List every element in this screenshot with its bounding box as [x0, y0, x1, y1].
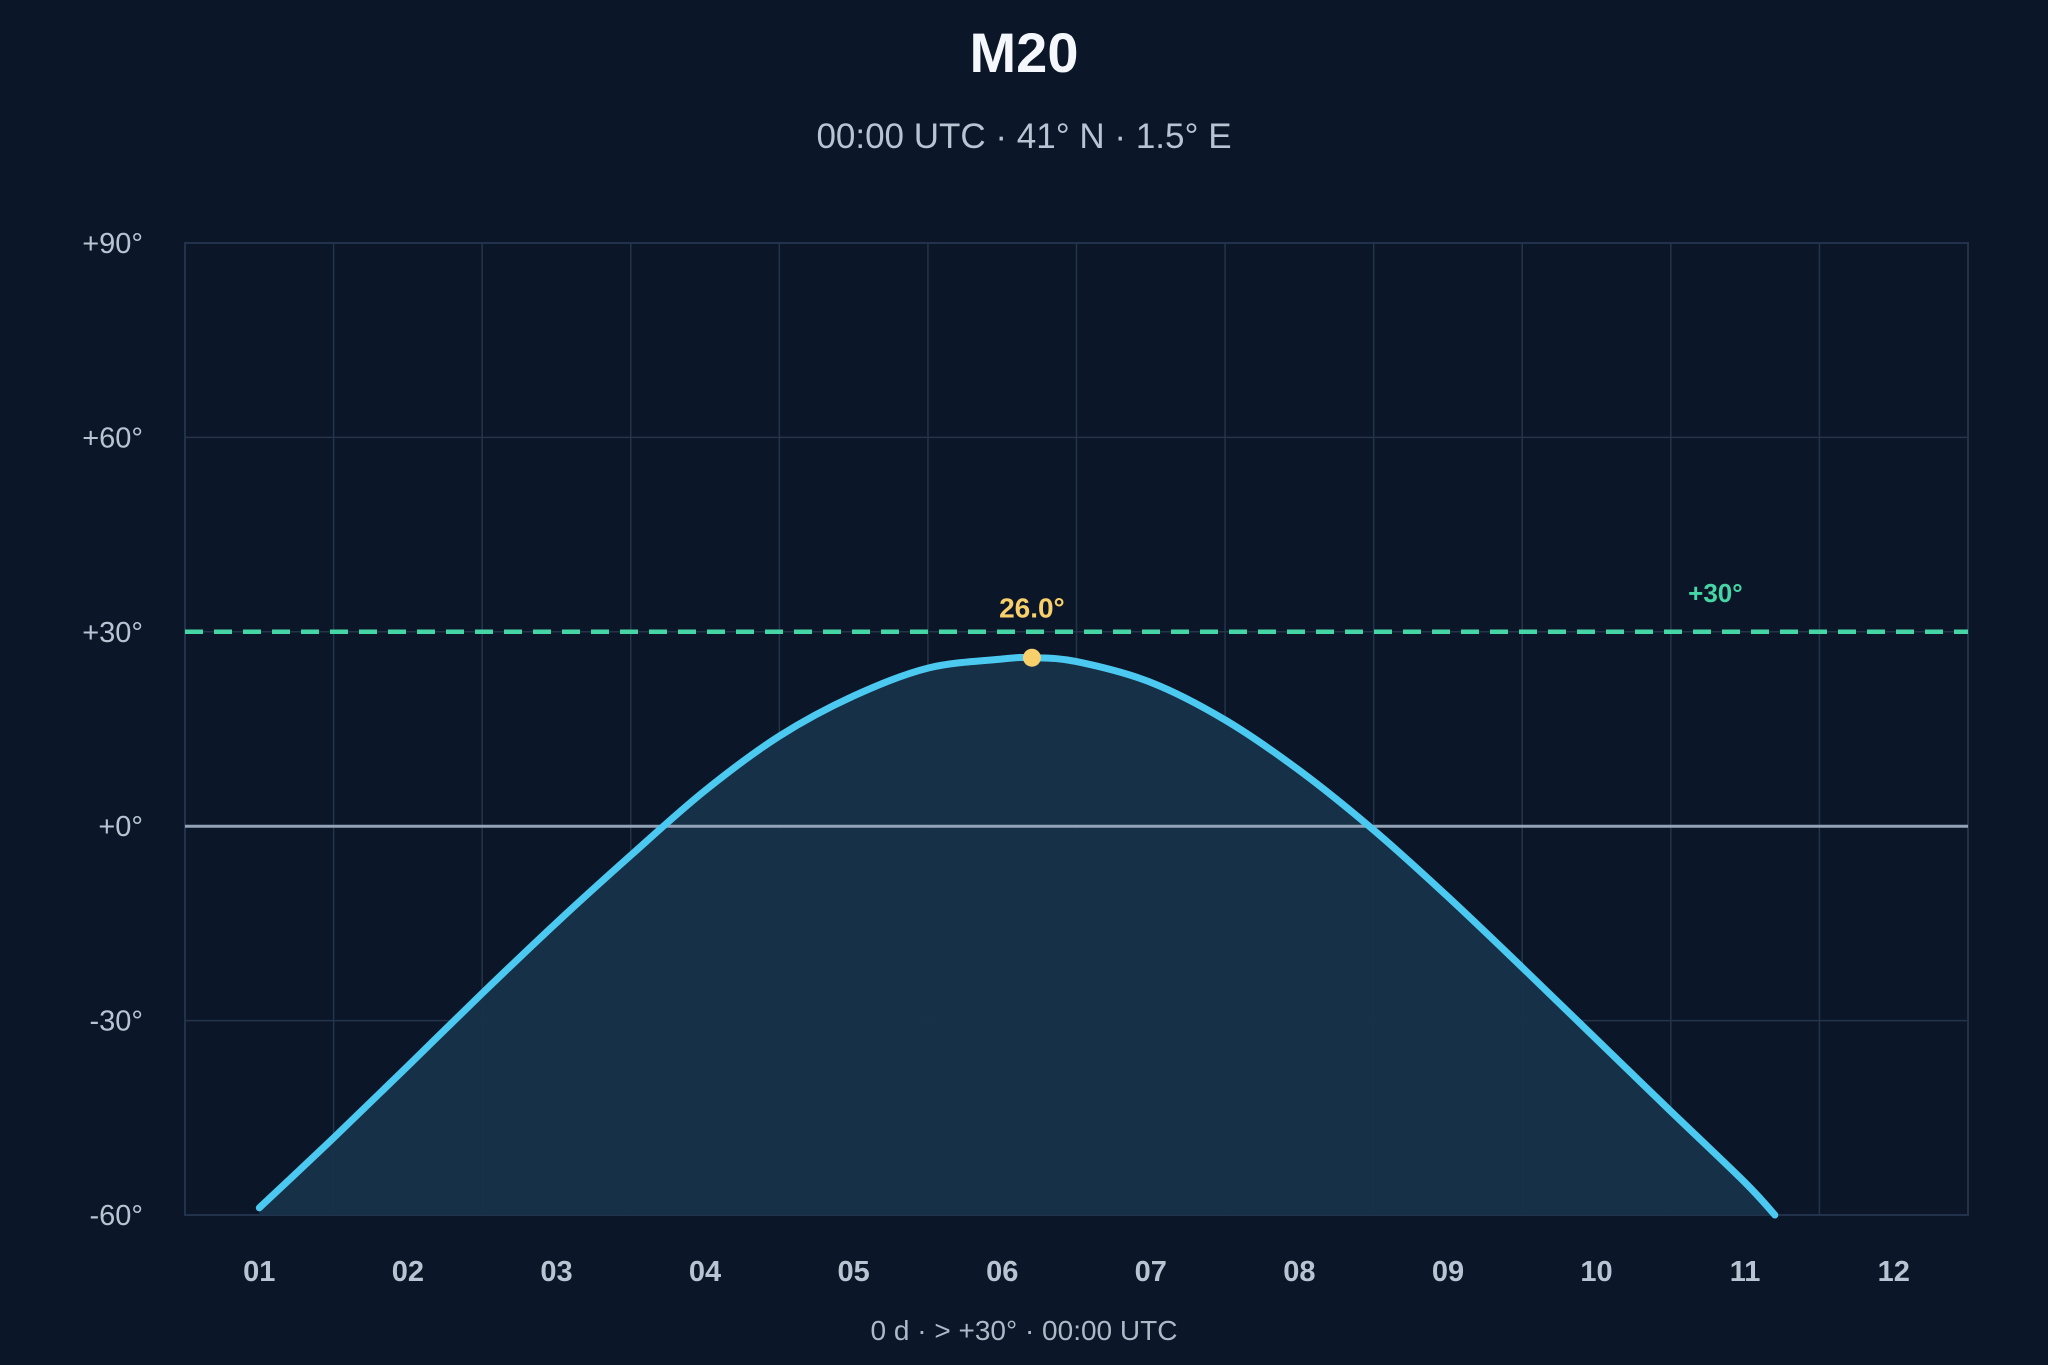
data-point	[258, 1206, 261, 1209]
data-point	[1298, 769, 1301, 772]
x-tick-label: 01	[243, 1256, 275, 1288]
peak-label: 26.0°	[999, 593, 1065, 624]
data-point	[1744, 1181, 1747, 1184]
x-axis-ticks: 01 02 03 04 05 06 07 08 09 10 11 12	[243, 1256, 1910, 1288]
x-tick-label: 10	[1580, 1256, 1612, 1288]
data-point	[1669, 1110, 1672, 1113]
data-point	[629, 854, 632, 857]
x-tick-label: 02	[392, 1256, 424, 1288]
y-tick-label: +0°	[98, 811, 143, 843]
data-point	[1595, 1038, 1598, 1041]
data-point	[406, 1064, 409, 1067]
y-tick-label: +90°	[82, 228, 143, 260]
data-point	[555, 921, 558, 924]
x-tick-label: 12	[1878, 1256, 1910, 1288]
data-point	[1075, 660, 1078, 663]
data-point	[1372, 829, 1375, 832]
y-tick-label: +60°	[82, 422, 143, 454]
altitude-area-fill	[259, 657, 1775, 1215]
chart-title: M20	[970, 21, 1079, 84]
chart-subtitle: 00:00 UTC · 41° N · 1.5° E	[816, 117, 1231, 156]
data-point	[1224, 718, 1227, 721]
data-point	[332, 1136, 335, 1139]
chart-footer: 0 d · > +30° · 00:00 UTC	[871, 1315, 1178, 1346]
data-point	[1521, 966, 1524, 969]
threshold-label: +30°	[1688, 578, 1743, 608]
data-point	[1446, 895, 1449, 898]
data-point	[1773, 1214, 1776, 1217]
data-point	[481, 992, 484, 995]
y-tick-label: -30°	[89, 1006, 143, 1038]
y-tick-label: +30°	[82, 617, 143, 649]
data-point	[1149, 681, 1152, 684]
data-point	[852, 694, 855, 697]
x-tick-label: 06	[986, 1256, 1018, 1288]
data-point	[926, 667, 929, 670]
x-tick-label: 11	[1730, 1256, 1761, 1288]
peak-marker	[1022, 648, 1041, 667]
data-point	[778, 735, 781, 738]
x-tick-label: 07	[1135, 1256, 1167, 1288]
y-axis-ticks: +90° +60° +30° +0° -30° -60°	[82, 228, 143, 1232]
x-tick-label: 09	[1432, 1256, 1464, 1288]
data-point	[1001, 658, 1004, 661]
x-tick-label: 05	[837, 1256, 869, 1288]
x-tick-label: 08	[1283, 1256, 1315, 1288]
x-tick-label: 03	[540, 1256, 572, 1288]
data-point	[704, 789, 707, 792]
y-tick-label: -60°	[89, 1200, 143, 1232]
x-tick-label: 04	[689, 1256, 721, 1288]
